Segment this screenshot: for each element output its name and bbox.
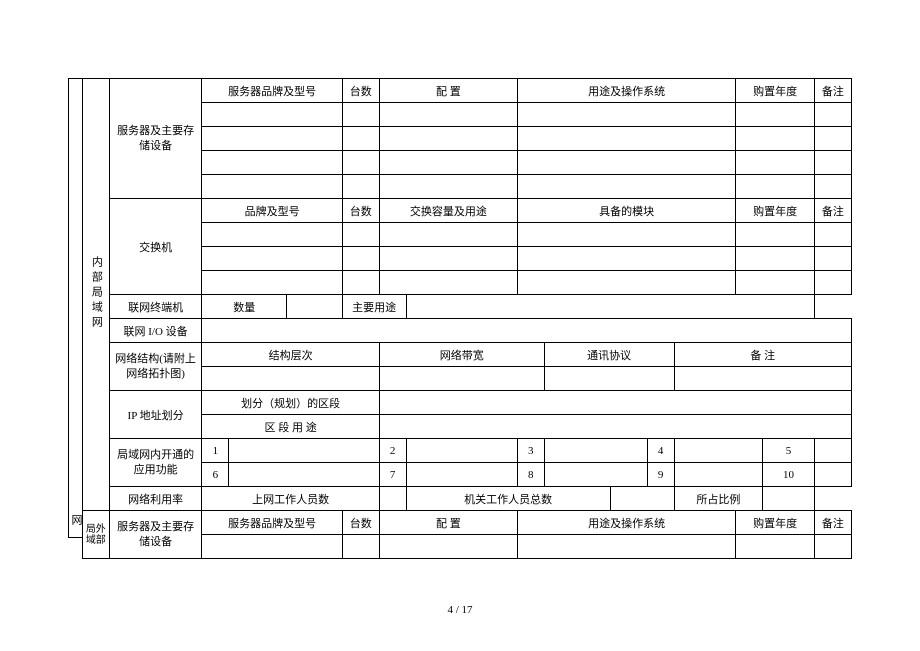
server-row-label: 服务器及主要存储设备: [109, 79, 202, 199]
util-total-label: 机关工作人员总数: [406, 487, 610, 511]
app-1-val: [229, 439, 380, 463]
terminal-use-label: 主要用途: [342, 295, 406, 319]
util-total-val: [610, 487, 674, 511]
app-8: 8: [517, 463, 544, 487]
o-col-config: 配 置: [379, 511, 517, 535]
struct-col-3: 备 注: [674, 343, 851, 367]
terminal-qty-val: [287, 295, 343, 319]
app-6-val: [229, 463, 380, 487]
sw-col-mod: 具备的模块: [517, 199, 736, 223]
app-10-val: [814, 463, 851, 487]
outer-label: 局外域部: [82, 511, 109, 559]
outer-server-row-label: 服务器及主要存储设备: [109, 511, 202, 559]
sw-col-year: 购置年度: [736, 199, 814, 223]
inner-lan-label: 内部局域网: [82, 79, 109, 511]
app-4-val: [674, 439, 763, 463]
main-table: 内部局域网 服务器及主要存储设备 服务器品牌及型号 台数 配 置 用途及操作系统…: [68, 78, 852, 559]
apps-row-label: 局域网内开通的应用功能: [109, 439, 202, 487]
util-online-label: 上网工作人员数: [202, 487, 379, 511]
util-online-val: [379, 487, 406, 511]
sw-col-qty: 台数: [342, 199, 379, 223]
io-val: [202, 319, 852, 343]
app-6: 6: [202, 463, 229, 487]
app-10: 10: [763, 463, 815, 487]
app-1: 1: [202, 439, 229, 463]
o-col-year: 购置年度: [736, 511, 814, 535]
ip-seguse-label: 区 段 用 途: [202, 415, 379, 439]
page-footer: 4 / 17: [0, 604, 920, 616]
app-9-val: [674, 463, 763, 487]
app-7: 7: [379, 463, 406, 487]
io-row-label: 联网 I/O 设备: [109, 319, 202, 343]
col-config: 配 置: [379, 79, 517, 103]
page: 内部局域网 服务器及主要存储设备 服务器品牌及型号 台数 配 置 用途及操作系统…: [0, 0, 920, 651]
app-8-val: [544, 463, 647, 487]
terminal-use-val: [406, 295, 814, 319]
o-col-use: 用途及操作系统: [517, 511, 736, 535]
struct-col-2: 通讯协议: [544, 343, 674, 367]
sw-col-brand: 品牌及型号: [202, 199, 342, 223]
col-use: 用途及操作系统: [517, 79, 736, 103]
terminal-qty-label: 数量: [202, 295, 287, 319]
o-col-brand: 服务器品牌及型号: [202, 511, 342, 535]
sw-col-cap: 交换容量及用途: [379, 199, 517, 223]
app-5: 5: [763, 439, 815, 463]
ip-row-label: IP 地址划分: [109, 391, 202, 439]
ip-seg-val: [379, 391, 851, 415]
app-2-val: [406, 439, 517, 463]
util-ratio-label: 所占比例: [674, 487, 763, 511]
o-col-note: 备注: [814, 511, 851, 535]
col-qty: 台数: [342, 79, 379, 103]
o-col-qty: 台数: [342, 511, 379, 535]
leftmost-net-label: 网: [68, 78, 82, 538]
col-year: 购置年度: [736, 79, 814, 103]
ip-seg-label: 划分（规划）的区段: [202, 391, 379, 415]
app-7-val: [406, 463, 517, 487]
switch-row-label: 交换机: [109, 199, 202, 295]
app-2: 2: [379, 439, 406, 463]
util-ratio-val: [763, 487, 815, 511]
col-note: 备注: [814, 79, 851, 103]
ip-seguse-val: [379, 415, 851, 439]
app-5-val: [814, 439, 851, 463]
structure-row-label: 网络结构(请附上网络拓扑图): [109, 343, 202, 391]
terminal-row-label: 联网终端机: [109, 295, 202, 319]
app-4: 4: [647, 439, 674, 463]
col-brand: 服务器品牌及型号: [202, 79, 342, 103]
sw-col-note: 备注: [814, 199, 851, 223]
app-9: 9: [647, 463, 674, 487]
struct-col-0: 结构层次: [202, 343, 379, 367]
app-3-val: [544, 439, 647, 463]
struct-col-1: 网络带宽: [379, 343, 544, 367]
util-row-label: 网络利用率: [109, 487, 202, 511]
app-3: 3: [517, 439, 544, 463]
